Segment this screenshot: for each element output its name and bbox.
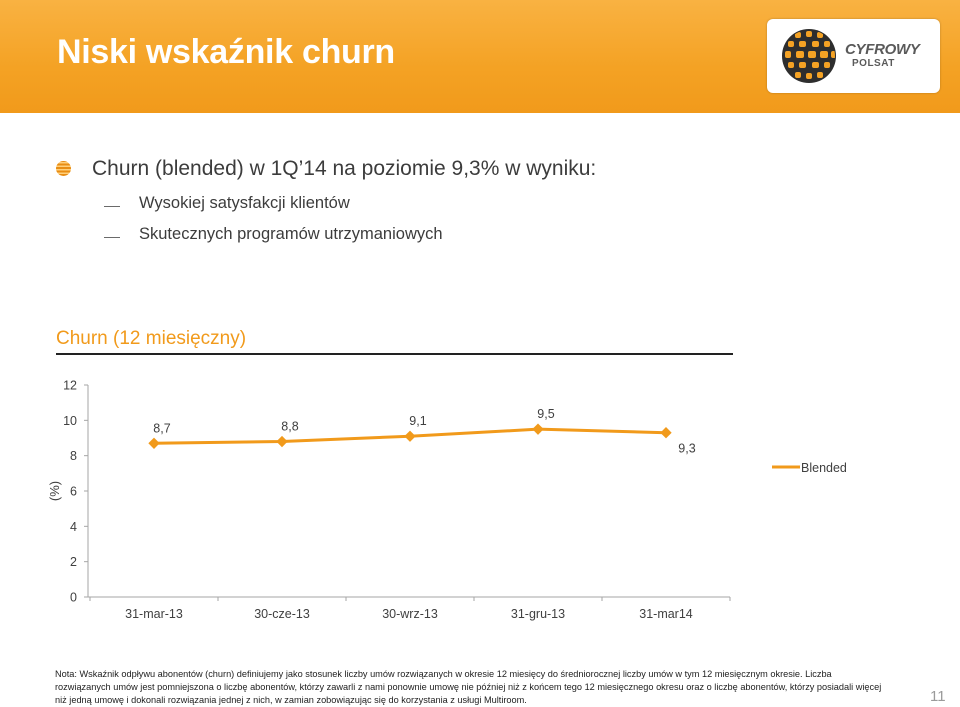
footnote: Nota: Wskaźnik odpływu abonentów (churn)…	[55, 669, 882, 705]
x-tick-label: 31-gru-13	[511, 607, 565, 621]
data-label: 8,8	[281, 420, 298, 434]
data-label: 9,5	[537, 407, 554, 421]
y-tick-label: 0	[70, 591, 77, 605]
main-bullet-text: Churn (blended) w 1Q’14 na poziomie 9,3%…	[92, 157, 597, 180]
logo-globe-icon	[782, 29, 836, 83]
y-tick-label: 4	[70, 520, 77, 534]
page-title: Niski wskaźnik churn	[57, 33, 395, 71]
page-number: 11	[930, 688, 946, 705]
y-tick-label: 6	[70, 485, 77, 499]
company-logo: CYFROWY POLSAT	[767, 19, 940, 93]
logo-subtext: POLSAT	[852, 58, 895, 69]
data-label: 9,1	[409, 414, 426, 428]
header-bar: Niski wskaźnik churn CYFROWY POLSAT	[0, 0, 960, 113]
legend-label-blended: Blended	[801, 461, 847, 475]
data-point	[404, 430, 416, 442]
x-tick-label: 30-wrz-13	[382, 607, 438, 621]
sub-bullet-2: Skutecznych programów utrzymaniowych	[139, 225, 443, 243]
dash-icon	[104, 237, 120, 238]
y-tick-label: 10	[63, 414, 77, 428]
y-axis-label: (%)	[47, 481, 62, 501]
data-label: 9,3	[678, 442, 695, 456]
data-point	[276, 435, 288, 448]
data-label: 8,7	[153, 421, 170, 435]
chart-title-rule	[56, 353, 733, 355]
data-point	[660, 427, 672, 439]
sub-bullet-1: Wysokiej satysfakcji klientów	[139, 194, 350, 212]
dash-icon	[104, 206, 120, 207]
bullet-globe-icon	[56, 161, 71, 176]
x-tick-label: 30-cze-13	[254, 607, 310, 621]
logo-text: CYFROWY	[845, 41, 920, 58]
x-tick-label: 31-mar-13	[125, 607, 183, 621]
data-point	[532, 423, 544, 435]
y-tick-label: 8	[70, 449, 77, 463]
y-tick-label: 12	[63, 379, 77, 393]
data-point	[148, 437, 160, 449]
chart-title: Churn (12 miesięczny)	[56, 328, 247, 349]
y-tick-label: 2	[70, 555, 77, 569]
x-tick-label: 31-mar14	[639, 607, 693, 621]
